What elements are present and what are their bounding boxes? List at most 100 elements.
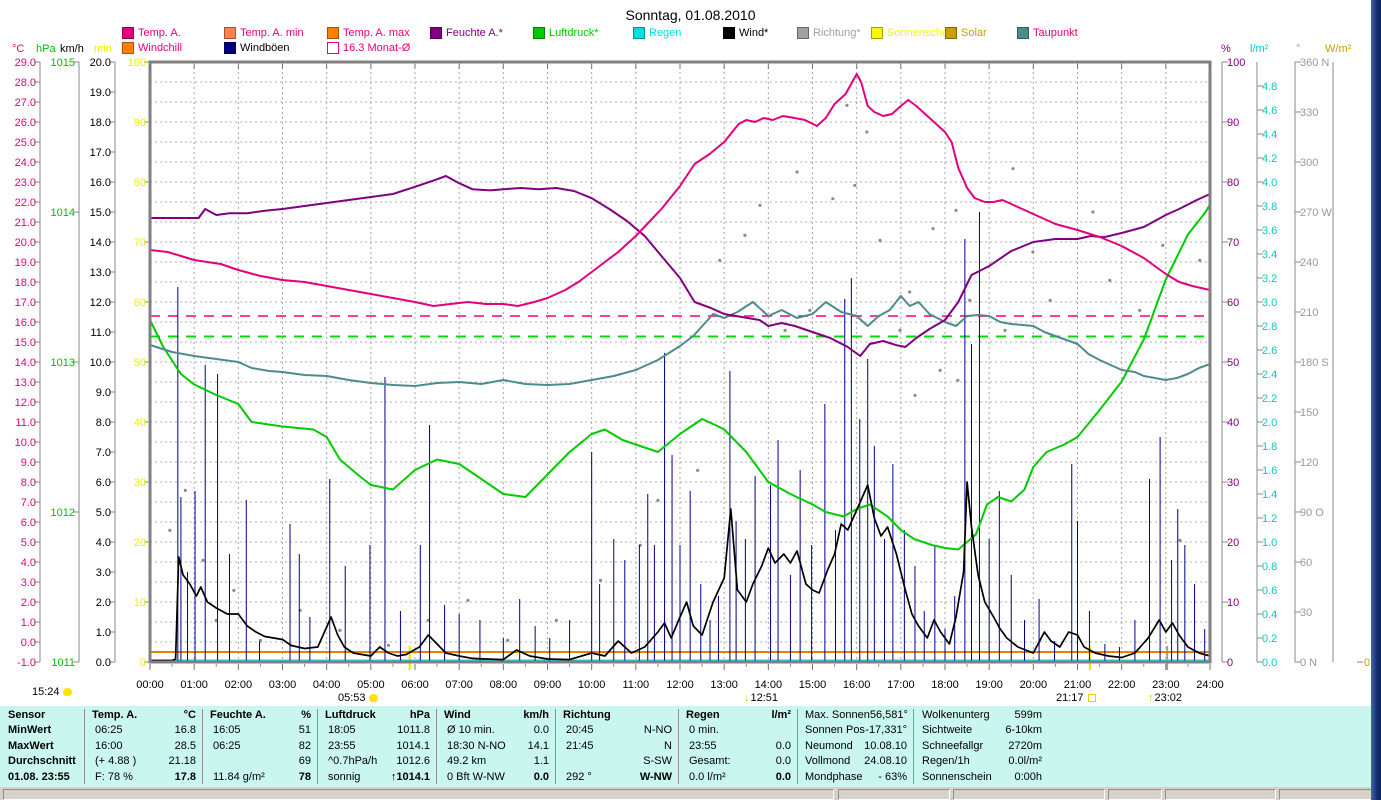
cell-label: MinWert: [8, 724, 52, 737]
cell-value: N-NO: [643, 724, 672, 737]
status-segment: [3, 789, 834, 800]
svg-text:3.8: 3.8: [1262, 201, 1277, 213]
legend-luftdruck[interactable]: Luftdruck*: [533, 27, 599, 39]
table-divider: [797, 709, 798, 784]
svg-text:0.4: 0.4: [1262, 609, 1277, 621]
window-edge: [1371, 0, 1381, 800]
page-title: Sonntag, 01.08.2010: [625, 7, 756, 23]
axis-unit-kmh: km/h: [60, 43, 84, 55]
cell-label: ^0.7hPa/h: [328, 755, 378, 768]
svg-text:50: 50: [134, 357, 146, 369]
svg-text:21.0: 21.0: [15, 217, 36, 229]
table-divider: [555, 709, 556, 784]
legend-richtung[interactable]: Richtung*: [797, 27, 861, 39]
legend-taupunkt[interactable]: Taupunkt: [1017, 27, 1078, 39]
legend-feuchte-a[interactable]: Feuchte A.*: [430, 27, 503, 39]
table-col-luftdruck: Luftdruck hPa 18:05 1011.8 23:55 1014.1 ^0.7hP…: [323, 708, 430, 785]
cell-value: - 63%: [878, 770, 907, 783]
axis-unit-min: min: [94, 43, 112, 55]
cell-label: Vollmond: [805, 755, 851, 768]
svg-text:12.0: 12.0: [15, 397, 36, 409]
legend-temp-a-min[interactable]: Temp. A. min: [224, 27, 304, 39]
svg-text:4.0: 4.0: [96, 537, 111, 549]
svg-text:10: 10: [1227, 597, 1239, 609]
svg-text:29.0: 29.0: [15, 57, 36, 69]
cell-value: 10.08.10: [864, 739, 907, 752]
cell-value: 0.0: [775, 739, 791, 752]
svg-text:40: 40: [134, 417, 146, 429]
arrow-up-icon: ↑: [1148, 692, 1154, 704]
legend-swatch-taupunkt: [1017, 27, 1029, 39]
cell-label: 06:25: [95, 724, 123, 737]
svg-text:15.0: 15.0: [90, 207, 111, 219]
legend-temp-a-max[interactable]: Temp. A. max: [327, 27, 410, 39]
svg-text:21:00: 21:00: [1064, 679, 1092, 691]
svg-text:05:00: 05:00: [357, 679, 385, 691]
svg-text:100: 100: [128, 57, 146, 69]
svg-text:03:00: 03:00: [269, 679, 297, 691]
svg-text:330: 330: [1300, 107, 1318, 119]
cell-value: 82: [298, 739, 311, 752]
cell-label: Sonnenschein: [922, 770, 992, 783]
svg-text:60: 60: [1227, 297, 1239, 309]
statistics-table: Sensor MinWert MaxWert Durchschnitt 01.08. 2…: [0, 706, 1371, 787]
cell-label: Luftdruck: [325, 709, 376, 721]
svg-text:23:00: 23:00: [1152, 679, 1180, 691]
marker-12-51: ↓ 12:51: [744, 692, 778, 704]
sun-icon: [368, 694, 378, 702]
svg-text:09:00: 09:00: [534, 679, 562, 691]
svg-text:1013: 1013: [51, 357, 75, 369]
legend-wind[interactable]: Wind*: [723, 27, 768, 39]
svg-text:60: 60: [134, 297, 146, 309]
svg-text:90 O: 90 O: [1300, 507, 1324, 519]
svg-text:5.0: 5.0: [21, 537, 36, 549]
cell-value: 28.5: [174, 739, 196, 752]
svg-text:1014: 1014: [51, 207, 75, 219]
svg-text:270 W: 270 W: [1300, 207, 1332, 219]
legend-swatch-feuchte-a: [430, 27, 442, 39]
legend-windboeen[interactable]: Windböen: [224, 42, 290, 54]
svg-text:1.0: 1.0: [1262, 537, 1277, 549]
svg-text:10.0: 10.0: [15, 437, 36, 449]
legend-solar[interactable]: Solar: [945, 27, 987, 39]
legend-sonnenschein[interactable]: Sonnenschein: [871, 27, 957, 39]
cell-label: Feuchte A.: [210, 709, 266, 721]
svg-text:360 N: 360 N: [1300, 57, 1329, 69]
cell-value: 1.1: [533, 755, 549, 768]
svg-text:0.0: 0.0: [1262, 657, 1277, 669]
svg-text:18:00: 18:00: [931, 679, 959, 691]
svg-text:16.0: 16.0: [15, 317, 36, 329]
svg-text:4.0: 4.0: [1262, 177, 1277, 189]
legend-regen[interactable]: Regen: [633, 27, 681, 39]
cell-value: 0:00h: [1014, 770, 1042, 783]
cell-value: 69: [298, 755, 311, 768]
svg-text:20.0: 20.0: [15, 237, 36, 249]
legend-temp-a[interactable]: Temp. A.: [122, 27, 181, 39]
svg-text:8.0: 8.0: [21, 477, 36, 489]
svg-text:4.0: 4.0: [21, 557, 36, 569]
cell-label: 18:05: [328, 724, 356, 737]
arrow-down-icon: ↓: [744, 692, 750, 704]
svg-text:13.0: 13.0: [15, 377, 36, 389]
table-col-sensor: Sensor MinWert MaxWert Durchschnitt 01.08. 2…: [6, 708, 80, 785]
marker-sunset: 21:17: [1056, 692, 1096, 704]
table-divider: [678, 709, 679, 784]
svg-text:90: 90: [134, 117, 146, 129]
table-col-regen: Regen l/m² 0 min. 23:55 0.0 Gesamt: 0.0 0.0 l/m…: [684, 708, 791, 785]
cell-label: sonnig: [328, 770, 361, 783]
svg-text:6.0: 6.0: [96, 477, 111, 489]
svg-text:02:00: 02:00: [225, 679, 253, 691]
svg-text:2.6: 2.6: [1262, 345, 1277, 357]
svg-text:20:00: 20:00: [1020, 679, 1048, 691]
cell-value: 0.0: [533, 770, 549, 783]
svg-text:9.0: 9.0: [96, 387, 111, 399]
cell-label: Sonnen Pos: [805, 724, 865, 737]
legend-monat-avg[interactable]: 16.3 Monat-Ø: [327, 42, 410, 54]
cell-label: [561, 754, 566, 769]
legend-windchill[interactable]: Windchill: [122, 42, 182, 54]
cell-value: km/h: [523, 709, 549, 721]
svg-text:06:00: 06:00: [401, 679, 429, 691]
cell-label: F: 78 %: [95, 770, 133, 783]
svg-text:7.0: 7.0: [21, 497, 36, 509]
